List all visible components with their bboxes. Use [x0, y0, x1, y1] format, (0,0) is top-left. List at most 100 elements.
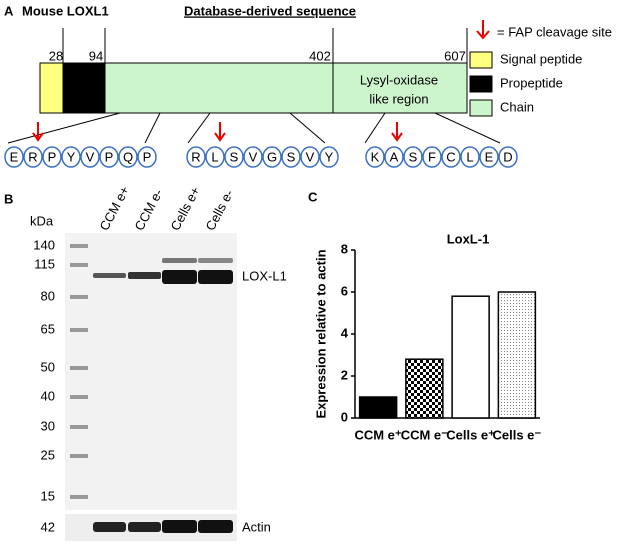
x-tick-label: CCM e⁺ [354, 427, 401, 442]
residue: V [86, 149, 95, 164]
size-label: 40 [41, 388, 55, 403]
lane-label: CCM e+ [96, 184, 132, 233]
residue-circle [365, 146, 385, 168]
y-tick-label: 0 [341, 409, 348, 424]
panel-label: A [4, 3, 14, 18]
residue-circle [300, 146, 320, 168]
ladder-band [70, 295, 88, 299]
residue-circle [441, 146, 461, 168]
residue-circle [262, 146, 282, 168]
size-label: 15 [41, 488, 55, 503]
residue: Q [123, 149, 133, 164]
residue-circle [118, 146, 138, 168]
region-label: Lysyl-oxidase [360, 72, 438, 87]
residue: P [48, 149, 57, 164]
residue: V [249, 149, 258, 164]
position-label: 28 [49, 48, 63, 63]
residue: R [28, 149, 37, 164]
residue: V [306, 149, 315, 164]
heading: Database-derived sequence [184, 3, 356, 18]
ladder-band [70, 366, 88, 370]
ladder-band [70, 454, 88, 458]
panel-label: C [308, 189, 318, 204]
residue-circle [99, 146, 119, 168]
residue: Y [325, 149, 334, 164]
legend-text: Signal peptide [500, 51, 582, 66]
residue-circle [243, 146, 263, 168]
bar [451, 295, 490, 419]
residue-circle [422, 146, 442, 168]
position-label: 402 [309, 48, 331, 63]
domain-bar [7, 28, 501, 144]
residue: S [409, 149, 418, 164]
ladder-band [70, 263, 88, 267]
size-label: 65 [41, 321, 55, 336]
residue: E [485, 149, 494, 164]
bar [497, 291, 537, 419]
panel-title: Mouse LOXL1 [22, 3, 109, 18]
size-label: 42 [41, 519, 55, 534]
y-tick-label: 2 [341, 367, 348, 382]
legend-text: Propeptide [500, 75, 563, 90]
panel-label: B [4, 191, 13, 206]
position-label: 607 [444, 48, 466, 63]
x-tick-label: Cells e⁺ [446, 427, 495, 442]
residue: C [446, 149, 455, 164]
residue: P [143, 149, 152, 164]
residue-circle [281, 146, 301, 168]
bands [93, 258, 233, 533]
residue-circle [61, 146, 81, 168]
residue-circle [403, 146, 423, 168]
legend-text: = FAP cleavage site [497, 24, 612, 39]
residue-circle [224, 146, 244, 168]
lane-label: Cells e- [202, 187, 236, 233]
residue: S [287, 149, 296, 164]
unit-label: kDa [30, 213, 54, 228]
residue: Y [67, 149, 76, 164]
residue-circle [479, 146, 499, 168]
chart-title: LoxL-1 [447, 231, 490, 246]
residue: A [390, 149, 399, 164]
lane-label: Cells e+ [167, 184, 202, 233]
x-tick-label: Cells e⁻ [492, 427, 541, 442]
legend [469, 20, 493, 117]
ladder-band [70, 328, 88, 332]
residue: P [105, 149, 114, 164]
ladder-band [70, 244, 88, 248]
residue-circle [42, 146, 62, 168]
position-label: 94 [89, 48, 103, 63]
residue: K [371, 149, 380, 164]
x-tick-label: CCM e⁻ [401, 427, 448, 442]
residue: D [503, 149, 512, 164]
ladder-band [70, 395, 88, 399]
residue-circle [137, 146, 157, 168]
residue-circle [384, 146, 404, 168]
size-label: 80 [41, 288, 55, 303]
residue: G [267, 149, 277, 164]
y-tick-label: 6 [341, 283, 348, 298]
size-label: 25 [41, 447, 55, 462]
size-label: 50 [41, 359, 55, 374]
residue: L [466, 149, 473, 164]
lane-label: CCM e- [131, 186, 165, 233]
size-label: 140 [33, 237, 55, 252]
ladder-band [70, 495, 88, 499]
bar [405, 358, 444, 419]
region-label: like region [369, 91, 428, 106]
y-axis-title: Expression relative to actin [313, 249, 328, 418]
residue-circle [186, 146, 206, 168]
residue: F [428, 149, 436, 164]
y-tick-label: 4 [341, 325, 349, 340]
size-label: 30 [41, 418, 55, 433]
residue: R [191, 149, 200, 164]
residue-circle [205, 146, 225, 168]
residue: L [211, 149, 218, 164]
residue-circle [80, 146, 100, 168]
residue-circle [498, 146, 518, 168]
band-label: LOX-L1 [242, 268, 287, 283]
residue-circle [23, 146, 43, 168]
residue-circle [319, 146, 339, 168]
band-label: Actin [242, 519, 271, 534]
ladder-band [70, 425, 88, 429]
